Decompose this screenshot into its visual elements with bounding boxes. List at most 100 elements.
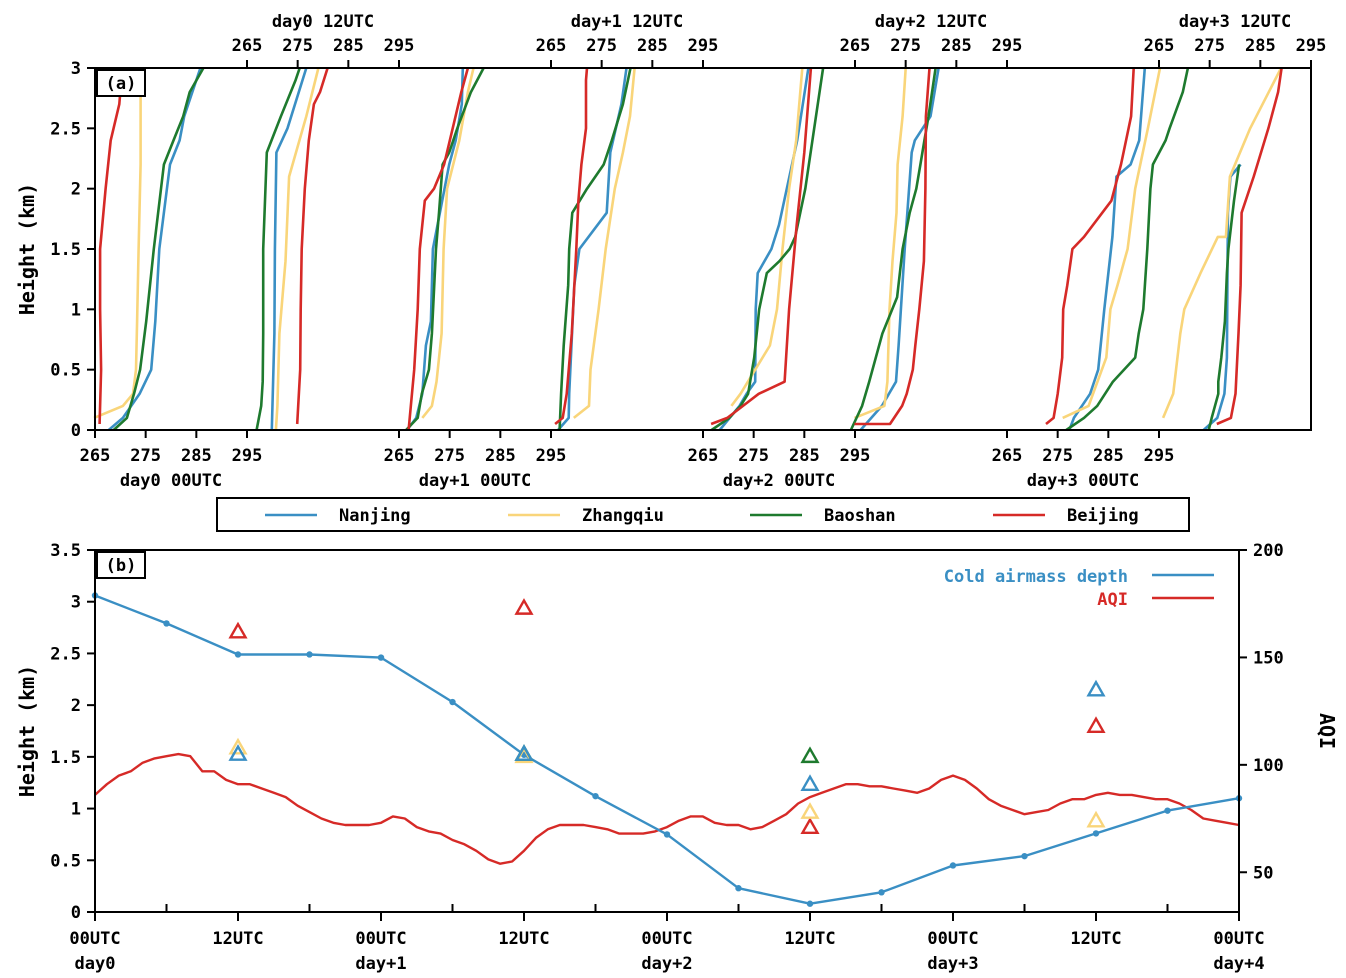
panel-b-x-day-label: day+1 <box>355 954 406 974</box>
profile-line-beijing <box>554 67 589 426</box>
panel-a-bottom-x-tick-label: 295 <box>1144 446 1175 466</box>
panel-b-x-tick-label: 00UTC <box>1213 929 1264 949</box>
panel-a-bottom-x-tick-label: 265 <box>992 446 1023 466</box>
panel-a-y-axis-title: Height (km) <box>15 183 39 315</box>
panel-a-top-x-tick-label: 285 <box>1245 36 1276 56</box>
panel-a-y-tick-label: 1 <box>71 300 81 320</box>
cold-airmass-depth-point <box>735 885 742 892</box>
aqi-marker-nanjing <box>228 744 248 761</box>
profile-line-nanjing <box>1068 67 1147 431</box>
panel-a-y-tick-label: 0.5 <box>50 361 81 381</box>
panel-a-top-time-label: day+3 12UTC <box>1179 12 1292 32</box>
panel-a-bottom-x-tick-label: 265 <box>688 446 719 466</box>
panel-a-bottom-x-tick-label: 265 <box>80 446 111 466</box>
panel-a-bottom-x-tick-label: 275 <box>434 446 465 466</box>
cold-airmass-depth-point <box>663 831 671 838</box>
panel-b-x-day-label: day0 <box>75 954 116 974</box>
cold-airmass-depth-point <box>806 900 814 907</box>
panel-b-x-tick-label: 12UTC <box>1070 929 1121 949</box>
aqi-line <box>94 752 1240 865</box>
cold-airmass-depth-point <box>234 651 242 658</box>
panel-b-markers <box>228 598 1106 834</box>
profile-line-zhangqiu <box>274 67 320 431</box>
panel-a-label: (a) <box>106 74 137 94</box>
panel-b-y2-tick-label: 50 <box>1253 863 1273 883</box>
panel-a-top-x-tick-label: 265 <box>840 36 871 56</box>
legend-label-nanjing: Nanjing <box>339 506 411 526</box>
profile-line-nanjing <box>270 67 308 431</box>
panel-b-y-tick-label: 3 <box>71 593 81 613</box>
profile-line-zhangqiu <box>572 67 636 419</box>
profile-line-beijing <box>407 67 470 431</box>
panel-a-y-tick-label: 3 <box>71 59 81 79</box>
panel-a-top-x-tick-label: 285 <box>941 36 972 56</box>
panel-a-ticks <box>87 60 1312 438</box>
aqi-marker-zhangqiu <box>228 737 248 755</box>
profile-line-zhangqiu <box>1161 67 1283 419</box>
aqi-marker-baoshan <box>800 746 820 764</box>
cold-airmass-depth-point <box>592 792 599 800</box>
panel-a-top-x-tick-label: 275 <box>586 36 617 56</box>
panel-b-y2-tick-label: 200 <box>1253 541 1284 561</box>
panel-a-bottom-x-tick-label: 295 <box>232 446 263 466</box>
panel-a-top-x-tick-label: 275 <box>282 36 313 56</box>
panel-a-bottom-x-tick-label: 285 <box>1093 446 1124 466</box>
panel-b-label-box <box>96 551 146 579</box>
panel-b: (b) Height (km) AQI 0 0.5 1 1.5 2 2.5 3 3.5 50 10… <box>15 541 1339 974</box>
panel-a-bottom-x-tick-label: 265 <box>384 446 415 466</box>
panel-b-series <box>91 592 1243 907</box>
aqi-marker-zhangqiu <box>1086 810 1106 828</box>
cold-airmass-depth-point <box>1164 807 1171 814</box>
panel-b-y-tick-label: 0.5 <box>50 851 81 871</box>
panel-b-x-tick-label: 00UTC <box>927 929 978 949</box>
profile-line-baoshan <box>558 67 632 431</box>
panel-a-bottom-x-tick-label: 275 <box>1042 446 1073 466</box>
profile-line-baoshan <box>405 67 485 431</box>
cold-airmass-depth-point <box>1021 852 1028 860</box>
cold-airmass-depth-point <box>1092 830 1100 837</box>
panel-b-y-tick-label: 2.5 <box>50 644 81 664</box>
aqi-marker-beijing <box>800 817 820 834</box>
panel-a-bottom-x-tick-label: 275 <box>130 446 161 466</box>
panel-b-y-tick-label: 1 <box>71 800 81 820</box>
panel-a-top-x-tick-label: 265 <box>536 36 567 56</box>
aqi-marker-zhangqiu <box>800 802 820 819</box>
aqi-marker-beijing <box>1086 716 1106 733</box>
panel-a-top-x-tick-label: 295 <box>992 36 1023 56</box>
panel-b-ticks <box>87 549 1247 921</box>
legend-label-baoshan: Baoshan <box>824 506 896 526</box>
panel-a-bottom-time-label: day+3 00UTC <box>1027 471 1140 491</box>
cold-airmass-depth-point <box>878 889 885 896</box>
panel-a-y-tick-label: 1.5 <box>50 240 81 260</box>
profile-line-zhangqiu <box>854 67 907 420</box>
panel-a-label-box <box>96 69 146 97</box>
panel-a-bottom-x-tick-label: 285 <box>789 446 820 466</box>
panel-a: (a) Height (km) 0 0.5 1 1.5 2 2.5 3 265 275 285 29… <box>15 12 1326 491</box>
panel-b-label: (b) <box>106 556 137 576</box>
panel-b-y2-tick-label: 150 <box>1253 648 1284 668</box>
panel-a-top-x-tick-label: 285 <box>333 36 364 56</box>
panel-b-y-tick-label: 2 <box>71 696 81 716</box>
panel-a-frame <box>94 67 1312 431</box>
panel-b-x-tick-label: 12UTC <box>784 929 835 949</box>
panel-a-y-tick-label: 2 <box>71 180 81 200</box>
profile-line-beijing <box>98 67 129 425</box>
aqi-marker-beijing <box>228 621 248 639</box>
panel-b-tick-labels: 0 0.5 1 1.5 2 2.5 3 3.5 50 100 150 200 00UTC day0 12UT… <box>50 541 1283 974</box>
panel-b-x-tick-label: 00UTC <box>641 929 692 949</box>
panel-a-bottom-time-label: day0 00UTC <box>120 471 222 491</box>
panel-a-top-time-label: day0 12UTC <box>272 12 374 32</box>
profile-line-baoshan <box>1065 67 1190 432</box>
aqi-marker-nanjing <box>1086 679 1106 697</box>
panel-a-y-tick-label: 0 <box>71 421 81 441</box>
panel-a-top-x-tick-label: 265 <box>1144 36 1175 56</box>
panel-a-top-time-label: day+1 12UTC <box>571 12 684 32</box>
legend-label-zhangqiu: Zhangqiu <box>582 506 664 526</box>
station-legend: Nanjing Zhangqiu Baoshan Beijing <box>216 497 1190 532</box>
profile-line-zhangqiu <box>1062 67 1162 420</box>
panel-a-bottom-x-tick-label: 285 <box>181 446 212 466</box>
profile-line-beijing <box>854 67 931 426</box>
panel-a-bottom-x-tick-label: 295 <box>536 446 567 466</box>
panel-b-x-day-label: day+4 <box>1213 954 1264 974</box>
